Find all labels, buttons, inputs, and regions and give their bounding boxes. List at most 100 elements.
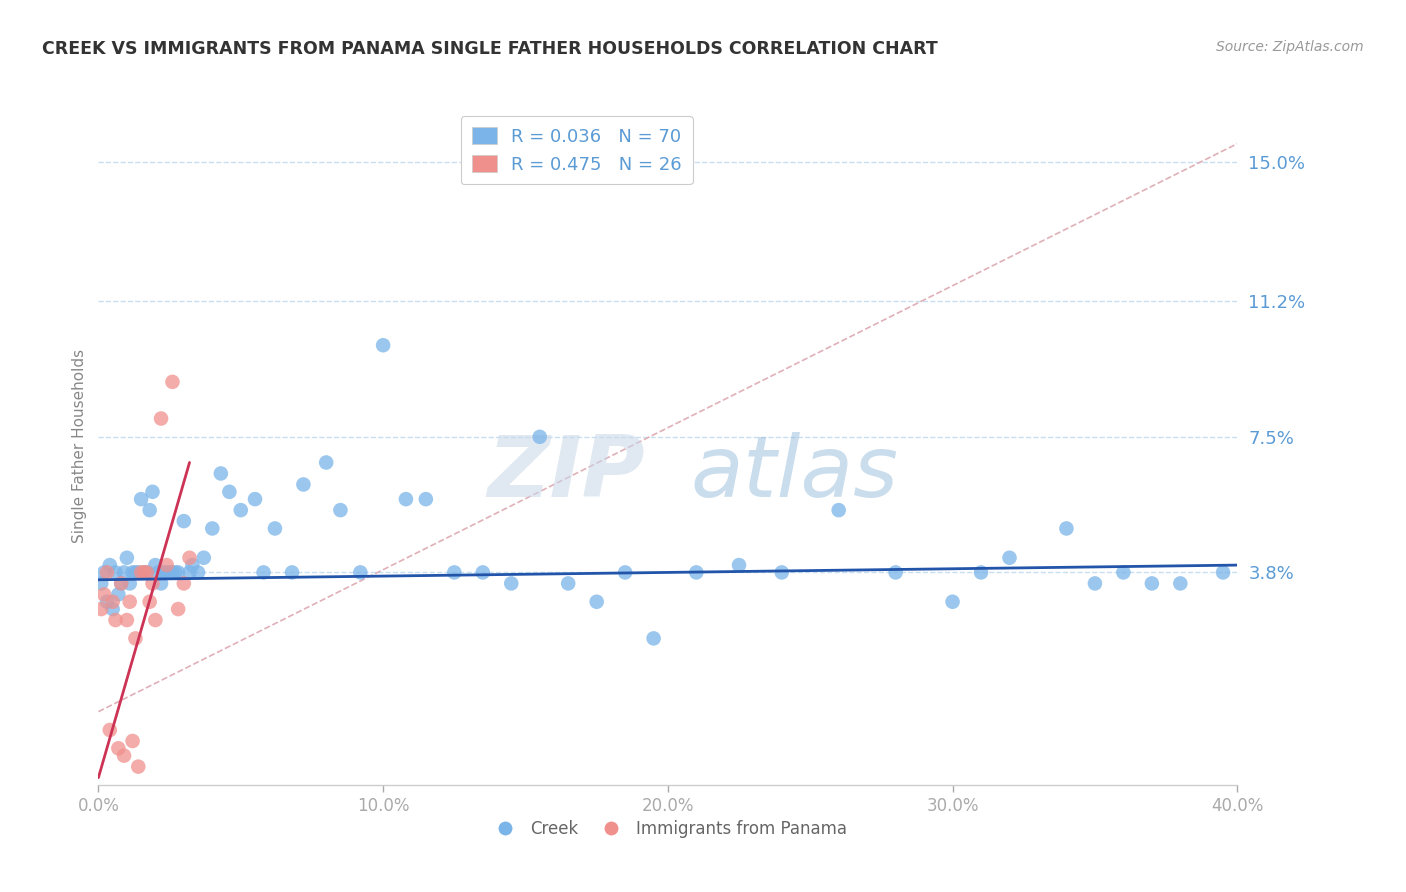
- Point: [557, 576, 579, 591]
- Point: [96, 595, 118, 609]
- Legend: Creek, Immigrants from Panama: Creek, Immigrants from Panama: [482, 814, 853, 845]
- Point: [132, 566, 155, 580]
- Point: [90, 602, 112, 616]
- Point: [970, 566, 993, 580]
- Point: [121, 734, 143, 748]
- Point: [141, 576, 163, 591]
- Point: [685, 566, 707, 580]
- Point: [135, 566, 157, 580]
- Point: [643, 632, 665, 646]
- Point: [98, 558, 121, 573]
- Point: [104, 613, 127, 627]
- Point: [770, 566, 793, 580]
- Point: [98, 723, 121, 737]
- Point: [415, 492, 437, 507]
- Point: [127, 759, 149, 773]
- Point: [110, 576, 132, 591]
- Point: [156, 566, 179, 580]
- Point: [828, 503, 851, 517]
- Point: [110, 576, 132, 591]
- Point: [218, 484, 240, 499]
- Point: [193, 550, 215, 565]
- Point: [93, 587, 115, 601]
- Point: [315, 455, 337, 469]
- Point: [209, 467, 232, 481]
- Point: [1170, 576, 1192, 591]
- Point: [884, 566, 907, 580]
- Point: [501, 576, 523, 591]
- Text: CREEK VS IMMIGRANTS FROM PANAMA SINGLE FATHER HOUSEHOLDS CORRELATION CHART: CREEK VS IMMIGRANTS FROM PANAMA SINGLE F…: [42, 40, 938, 58]
- Point: [138, 503, 160, 517]
- Point: [614, 566, 637, 580]
- Point: [121, 566, 143, 580]
- Point: [101, 602, 124, 616]
- Point: [1212, 566, 1234, 580]
- Point: [471, 566, 494, 580]
- Point: [101, 595, 124, 609]
- Point: [585, 595, 607, 609]
- Point: [145, 558, 167, 573]
- Point: [129, 566, 152, 580]
- Point: [148, 566, 170, 580]
- Point: [443, 566, 465, 580]
- Point: [167, 602, 190, 616]
- Point: [173, 576, 195, 591]
- Point: [252, 566, 274, 580]
- Point: [141, 484, 163, 499]
- Point: [124, 566, 146, 580]
- Point: [96, 566, 118, 580]
- Point: [118, 576, 141, 591]
- Point: [1140, 576, 1163, 591]
- Point: [90, 576, 112, 591]
- Point: [395, 492, 418, 507]
- Point: [165, 566, 187, 580]
- Point: [93, 566, 115, 580]
- Text: Source: ZipAtlas.com: Source: ZipAtlas.com: [1216, 40, 1364, 54]
- Point: [1056, 521, 1078, 535]
- Point: [167, 566, 190, 580]
- Point: [373, 338, 395, 352]
- Point: [127, 566, 149, 580]
- Point: [349, 566, 371, 580]
- Point: [264, 521, 287, 535]
- Point: [181, 558, 204, 573]
- Point: [150, 411, 173, 425]
- Text: atlas: atlas: [690, 432, 898, 515]
- Point: [153, 566, 176, 580]
- Point: [159, 566, 181, 580]
- Point: [129, 492, 152, 507]
- Point: [173, 514, 195, 528]
- Point: [162, 375, 184, 389]
- Point: [329, 503, 352, 517]
- Point: [942, 595, 965, 609]
- Point: [179, 566, 201, 580]
- Point: [132, 566, 155, 580]
- Point: [201, 521, 224, 535]
- Y-axis label: Single Father Households: Single Father Households: [72, 349, 87, 543]
- Point: [1112, 566, 1135, 580]
- Point: [115, 550, 138, 565]
- Point: [112, 566, 135, 580]
- Point: [145, 613, 167, 627]
- Point: [281, 566, 304, 580]
- Point: [112, 748, 135, 763]
- Point: [243, 492, 266, 507]
- Point: [156, 558, 179, 573]
- Point: [104, 566, 127, 580]
- Point: [107, 741, 129, 756]
- Point: [115, 613, 138, 627]
- Point: [162, 566, 184, 580]
- Point: [998, 550, 1021, 565]
- Point: [1084, 576, 1107, 591]
- Point: [124, 632, 146, 646]
- Point: [229, 503, 252, 517]
- Point: [138, 595, 160, 609]
- Point: [728, 558, 751, 573]
- Point: [135, 566, 157, 580]
- Point: [529, 430, 551, 444]
- Point: [107, 587, 129, 601]
- Point: [187, 566, 209, 580]
- Point: [292, 477, 315, 491]
- Text: ZIP: ZIP: [488, 432, 645, 515]
- Point: [118, 595, 141, 609]
